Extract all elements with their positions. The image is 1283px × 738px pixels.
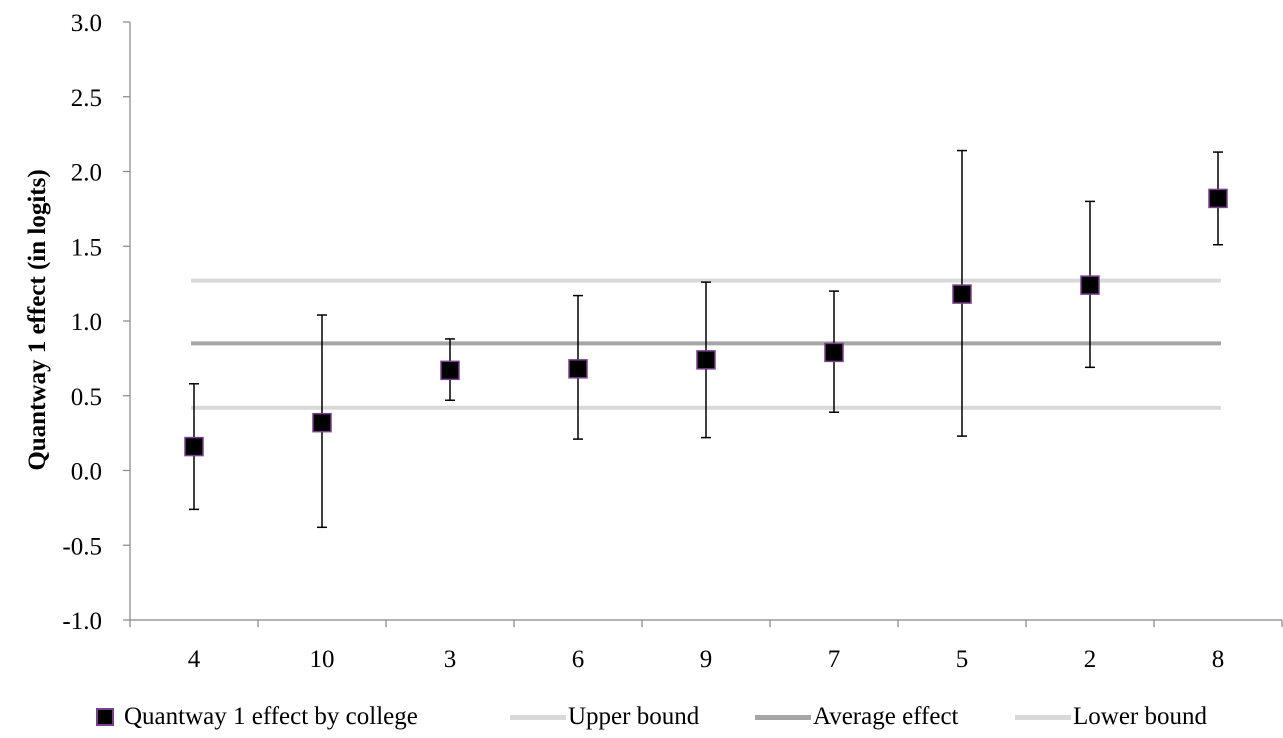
y-tick-label: 1.5 (71, 234, 102, 261)
error-bars (189, 149, 1223, 529)
legend-square-marker-icon (96, 708, 114, 726)
y-tick-label: 2.5 (71, 85, 102, 112)
y-tick-label: 0.5 (71, 384, 102, 411)
y-tick-label: -0.5 (62, 533, 102, 560)
data-point-marker (952, 284, 972, 304)
data-point-marker (1080, 275, 1100, 295)
data-point-marker (696, 350, 716, 370)
y-axis-label: Quantway 1 effect (in logits) (24, 169, 51, 470)
data-point-marker (440, 360, 460, 381)
data-point-marker (824, 342, 844, 363)
y-tick-label: -1.0 (62, 608, 102, 635)
x-axis-ticks: 4 10 3 6 9 7 5 2 8 (129, 620, 1283, 673)
legend-item-lower-bound: Lower bound (1015, 700, 1207, 734)
legend-label-upper-bound: Upper bound (568, 703, 700, 730)
data-points (184, 188, 1228, 457)
y-tick-label: 2.0 (71, 160, 102, 187)
x-tick-label: 8 (1212, 646, 1225, 673)
legend-line-lower-icon (1015, 714, 1071, 720)
legend-line-average-icon (755, 714, 811, 720)
y-tick-label: 1.0 (71, 309, 102, 336)
data-point-marker (312, 412, 332, 433)
data-point-marker (568, 359, 588, 379)
legend-item-college-effect: Quantway 1 effect by college (96, 700, 418, 734)
legend-item-average-effect: Average effect (755, 700, 959, 734)
legend-label-lower-bound: Lower bound (1073, 703, 1207, 730)
data-point-marker (184, 436, 204, 457)
y-axis-ticks: 3.0 2.5 2.0 1.5 1.0 0.5 0.0 -0.5 -1.0 (62, 10, 130, 635)
x-tick-label: 6 (572, 646, 585, 673)
x-tick-label: 10 (310, 646, 335, 673)
x-tick-label: 5 (956, 646, 969, 673)
x-tick-label: 9 (700, 646, 713, 673)
y-tick-label: 3.0 (71, 10, 102, 37)
x-tick-label: 7 (828, 646, 841, 673)
y-tick-label: 0.0 (71, 459, 102, 486)
legend-label-average-effect: Average effect (813, 703, 959, 730)
x-tick-label: 2 (1084, 646, 1097, 673)
y-axis-label-group: Quantway 1 effect (in logits) (24, 169, 51, 470)
legend-item-upper-bound: Upper bound (510, 700, 699, 734)
legend: Quantway 1 effect by college Upper bound… (0, 700, 1283, 734)
legend-line-upper-icon (510, 714, 566, 720)
x-tick-label: 4 (188, 646, 201, 673)
x-tick-label: 3 (444, 646, 457, 673)
legend-label-college-effect: Quantway 1 effect by college (124, 703, 418, 730)
data-point-marker (1208, 188, 1228, 209)
